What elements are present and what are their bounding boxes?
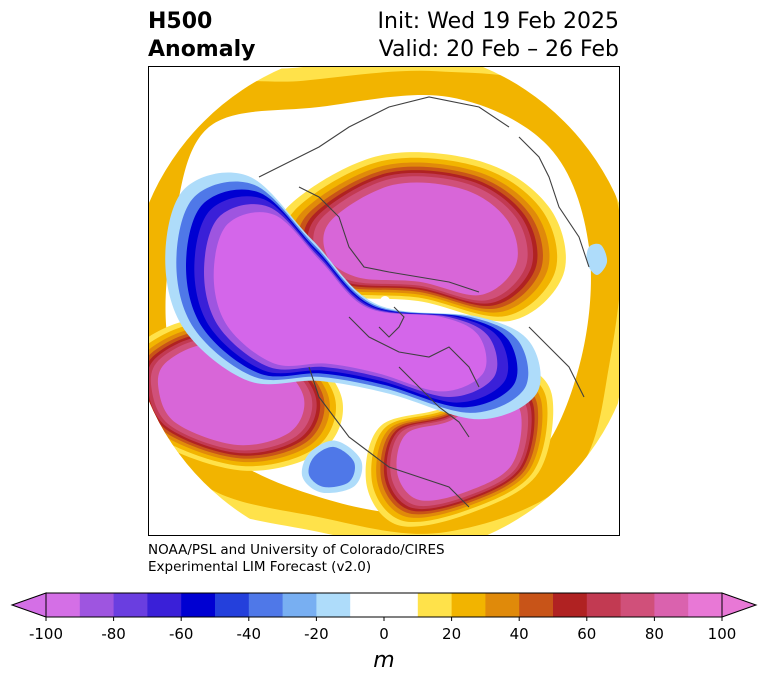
coastline-segment xyxy=(348,316,480,388)
colorbar-swatch xyxy=(181,593,216,617)
colorbar: -100 -80 -60 -40 -20 0 20 40 60 80 100 xyxy=(10,592,758,643)
colorbar-tick-label: -40 xyxy=(237,625,262,643)
credit-text: NOAA/PSL and University of Colorado/CIRE… xyxy=(148,542,445,576)
colorbar-under-arrow xyxy=(10,592,47,618)
anomaly-fields xyxy=(149,67,619,535)
colorbar-ticks: -100 -80 -60 -40 -20 0 20 40 60 80 100 xyxy=(29,617,736,643)
trough-central xyxy=(165,172,541,420)
trough-southwest xyxy=(301,440,363,494)
colorbar-swatch xyxy=(417,593,453,617)
coastline-segment xyxy=(518,136,590,268)
ridge-north-contour xyxy=(323,182,518,296)
colorbar-tick-label: -100 xyxy=(29,625,63,643)
north-pole-marker xyxy=(380,296,390,306)
coastline-segment xyxy=(308,366,470,508)
map-title: H500 Anomaly xyxy=(148,8,255,64)
map-canvas xyxy=(149,67,619,535)
title-variable: H500 xyxy=(148,9,213,34)
colorbar-tick-label: -80 xyxy=(101,625,126,643)
colorbar-swatches xyxy=(10,592,758,618)
title-field: Anomaly xyxy=(148,37,256,62)
colorbar-tick-label: 60 xyxy=(577,625,596,643)
colorbar-tick-label: 80 xyxy=(645,625,664,643)
trough-central-contour xyxy=(213,212,487,392)
ridge-southeast-contour xyxy=(396,394,522,501)
coastline-segment xyxy=(258,96,510,178)
colorbar-swatch xyxy=(46,593,81,617)
colorbar-tick-label: -20 xyxy=(304,625,329,643)
trough-southwest-contour xyxy=(308,446,355,488)
trough-east-edge xyxy=(586,243,608,276)
colorbar-tick-label: 40 xyxy=(510,625,529,643)
colorbar-swatch xyxy=(316,593,351,617)
credit-line-1: NOAA/PSL and University of Colorado/CIRE… xyxy=(148,542,445,558)
colorbar-swatch xyxy=(586,593,622,617)
credit-line-2: Experimental LIM Forecast (v2.0) xyxy=(148,559,372,575)
colorbar-tick-label: 100 xyxy=(708,625,737,643)
colorbar-swatch xyxy=(451,593,486,617)
colorbar-swatch xyxy=(79,593,115,617)
colorbar-swatch xyxy=(519,593,554,617)
anomaly-map xyxy=(148,66,620,536)
coastline-segment xyxy=(378,306,405,338)
valid-range: Valid: 20 Feb – 26 Feb xyxy=(378,37,619,62)
coastline-segment xyxy=(528,326,585,398)
coastline-segment xyxy=(398,366,470,438)
coastline-segment xyxy=(298,186,480,293)
colorbar-swatch xyxy=(248,593,284,617)
colorbar-swatch xyxy=(654,593,689,617)
colorbar-swatch xyxy=(384,593,419,617)
colorbar-swatch xyxy=(113,593,148,617)
ridge-north xyxy=(274,152,566,322)
colorbar-swatch xyxy=(147,593,182,617)
colorbar-swatch xyxy=(282,593,317,617)
colorbar-swatch xyxy=(350,593,385,617)
colorbar-swatch xyxy=(485,593,520,617)
colorbar-tick-label: 0 xyxy=(379,625,389,643)
colorbar-unit: m xyxy=(373,648,395,673)
trough-east-edge-contour xyxy=(586,243,608,276)
coastlines xyxy=(258,96,590,508)
forecast-dates: Init: Wed 19 Feb 2025 Valid: 20 Feb – 26… xyxy=(378,8,619,64)
colorbar-swatch xyxy=(215,593,250,617)
colorbar-swatch xyxy=(620,593,655,617)
colorbar-swatch xyxy=(553,593,588,617)
colorbar-over-arrow xyxy=(721,592,758,618)
init-date: Init: Wed 19 Feb 2025 xyxy=(377,9,619,34)
colorbar-tick-label: -60 xyxy=(169,625,194,643)
colorbar-tick-label: 20 xyxy=(442,625,461,643)
colorbar-swatch xyxy=(688,593,723,617)
